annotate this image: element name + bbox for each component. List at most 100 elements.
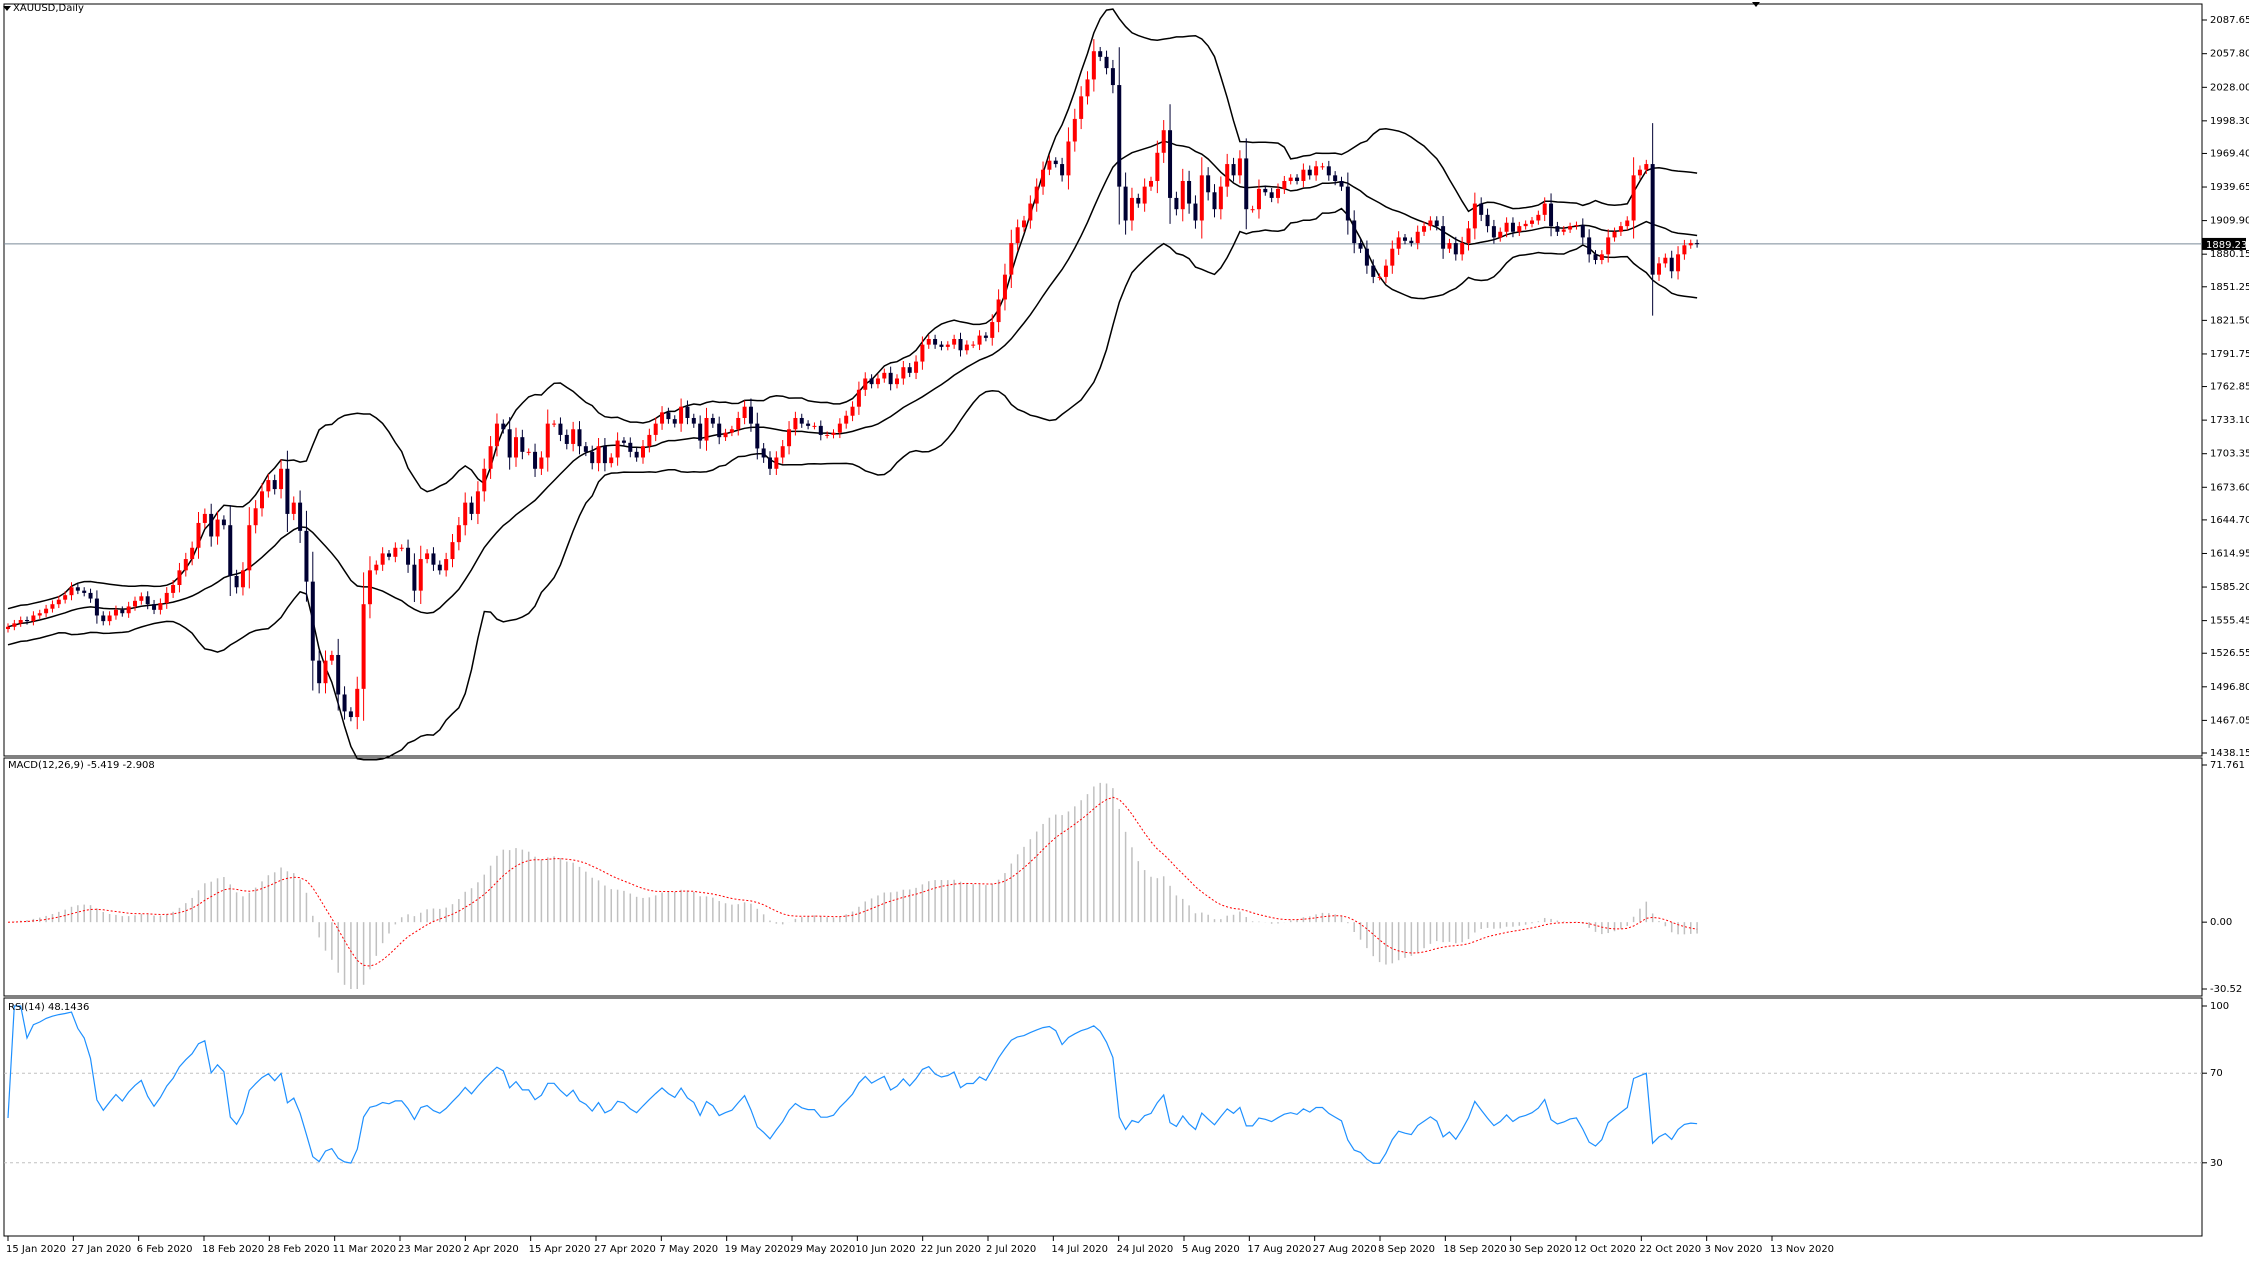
candle <box>1028 195 1033 229</box>
candle <box>691 413 696 428</box>
candle-body-up <box>1320 166 1325 168</box>
candle-body-up <box>63 595 68 600</box>
candle-body-up <box>1250 209 1255 211</box>
candle <box>710 413 715 428</box>
candle-body-down <box>621 440 626 443</box>
candle-body-up <box>171 585 176 593</box>
candle <box>1663 253 1668 268</box>
candle-body-up <box>291 502 296 514</box>
candle <box>1472 192 1477 240</box>
candle <box>1606 229 1611 263</box>
time-axis-label: 27 Apr 2020 <box>594 1244 656 1255</box>
candle-body-up <box>393 547 398 557</box>
candle <box>717 416 722 445</box>
candle <box>1504 217 1509 238</box>
candle <box>990 314 995 346</box>
candle-body-up <box>367 570 372 605</box>
collapse-triangle-icon[interactable] <box>3 6 11 11</box>
time-axis-label: 27 Aug 2020 <box>1313 1244 1377 1255</box>
candle <box>399 544 404 552</box>
time-axis-label: 5 Aug 2020 <box>1182 1244 1240 1255</box>
candle <box>952 334 957 349</box>
candle-body-up <box>1377 276 1382 278</box>
candle-body-up <box>1276 188 1280 198</box>
candle-body-up <box>1663 257 1668 264</box>
candle-body-up <box>1657 263 1661 275</box>
candle-body-down <box>1060 164 1065 176</box>
candle-body-down <box>1479 203 1484 215</box>
candle-body-up <box>736 417 741 430</box>
candle-body-down <box>1104 56 1109 69</box>
candle <box>234 569 239 594</box>
candle <box>158 598 163 615</box>
candle-body-down <box>1345 186 1350 221</box>
candle-body-down <box>152 604 157 610</box>
candle <box>501 419 506 434</box>
candle <box>1396 231 1401 255</box>
candle-body-up <box>1301 169 1306 181</box>
candle-body-up <box>133 600 137 607</box>
candle-body-up <box>895 378 899 385</box>
candle <box>685 400 690 425</box>
candle-body-up <box>774 457 779 469</box>
candle-body-up <box>279 468 284 490</box>
candle-body-up <box>113 609 118 616</box>
candle <box>793 411 798 436</box>
candle <box>958 332 963 357</box>
candle-body-down <box>520 437 525 452</box>
candle-body-up <box>1447 243 1452 249</box>
candle <box>1568 222 1573 233</box>
macd-axis-label: 71.761 <box>2210 760 2245 771</box>
candle-body-down <box>1371 265 1376 277</box>
candle <box>1542 197 1547 222</box>
candle-body-down <box>1669 257 1674 272</box>
candle-body-down <box>717 423 722 438</box>
candle <box>1041 161 1046 195</box>
time-axis-label: 28 Feb 2020 <box>267 1244 329 1255</box>
macd-indicator <box>7 782 1698 989</box>
candle <box>888 366 893 391</box>
candle <box>1428 216 1433 231</box>
candle <box>615 432 620 466</box>
candle-body-up <box>158 603 163 610</box>
candle-body-up <box>539 457 544 469</box>
candle <box>526 448 531 456</box>
candle <box>1136 193 1141 208</box>
candle-body-down <box>221 519 226 526</box>
candle <box>1072 108 1077 152</box>
candle-body-up <box>971 344 976 346</box>
candle <box>1047 155 1052 176</box>
chart-shift-marker-icon[interactable] <box>1752 2 1760 7</box>
candle <box>1129 187 1134 231</box>
candle-body-up <box>837 423 842 433</box>
candle-body-down <box>888 372 893 385</box>
price-axes: 2087.65 2057.80 2028.00 1998.30 1969.40 1939.… <box>2202 15 2249 1169</box>
candle <box>113 605 118 620</box>
candle <box>869 374 874 389</box>
candle <box>1599 250 1604 265</box>
candle <box>12 619 17 631</box>
candle-body-up <box>1047 160 1052 170</box>
candle <box>1688 239 1693 249</box>
panel-frame <box>3 757 2203 997</box>
candle <box>780 439 785 464</box>
candle <box>1104 50 1109 75</box>
candle <box>552 420 557 428</box>
candle-body-up <box>920 344 925 362</box>
candle-body-up <box>641 446 645 458</box>
candle-body-up <box>1390 248 1395 266</box>
candle <box>304 510 309 602</box>
rsi-title: RSI(14) 48.1436 <box>8 1002 90 1013</box>
candle <box>698 415 703 449</box>
candle <box>1345 172 1350 235</box>
candle <box>56 595 61 609</box>
candle-body-up <box>183 559 188 571</box>
candle-body-up <box>12 623 17 627</box>
candle-body-down <box>272 480 277 490</box>
candle <box>431 547 436 571</box>
candle-body-up <box>856 389 861 407</box>
candle <box>755 412 760 460</box>
candle-body-down <box>983 335 988 338</box>
candle <box>907 362 912 378</box>
candle <box>1491 219 1496 244</box>
